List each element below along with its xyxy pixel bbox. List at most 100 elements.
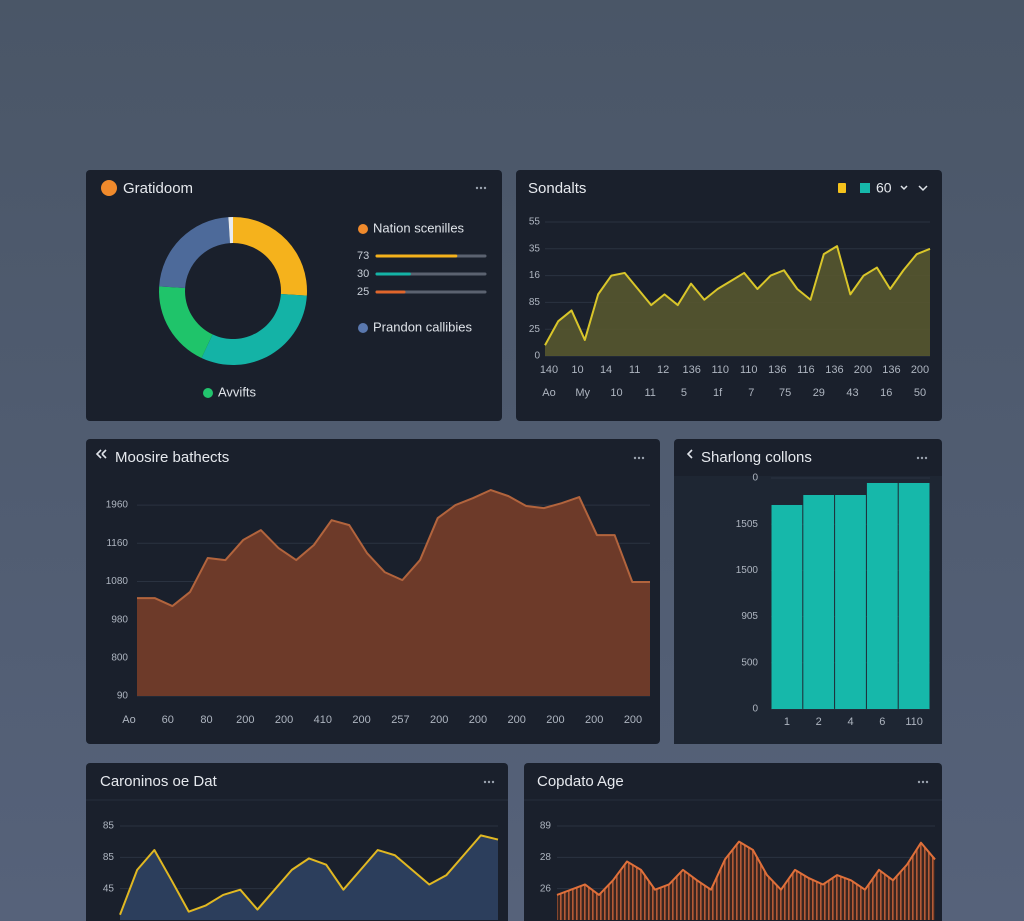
x-tick-label: 60	[162, 714, 174, 726]
x-tick-label: Ao	[542, 387, 555, 399]
y-tick-label: 905	[741, 611, 758, 622]
menu-icons[interactable]	[475, 186, 929, 784]
panel-title: Caroninos oe Dat	[100, 773, 218, 790]
x-tick-label: 136	[683, 364, 701, 376]
x-tick-label: 136	[825, 364, 843, 376]
line	[119, 834, 499, 916]
y-tick-label: 90	[117, 691, 129, 702]
x-tick-label: 200	[624, 714, 642, 726]
y-tick-label: 0	[534, 351, 540, 362]
y-tick-label: 55	[529, 217, 541, 228]
x-tick-label: 50	[914, 387, 926, 399]
x-tick-label: 200	[854, 364, 872, 376]
panel-title: Copdato Age	[537, 773, 624, 790]
bar	[898, 482, 930, 709]
x-tick-label: 257	[391, 714, 409, 726]
y-tick-label: 45	[103, 883, 115, 894]
back-icon[interactable]	[95, 449, 102, 459]
x-tick-label: 2	[816, 716, 822, 728]
y-tick-label: 1505	[736, 519, 759, 530]
x-tick-label: 110	[740, 364, 758, 376]
x-tick-label: 110	[711, 364, 729, 376]
area	[545, 246, 930, 356]
x-tick-label: 6	[879, 716, 885, 728]
x-tick-label: 5	[681, 387, 687, 399]
donut-segment	[233, 217, 307, 296]
progress-label: 25	[357, 286, 369, 298]
y-tick-label: 25	[529, 324, 541, 335]
y-tick-label: 35	[529, 243, 541, 254]
bar	[803, 495, 835, 709]
x-tick-label: 75	[779, 387, 791, 399]
y-tick-label: 26	[540, 883, 552, 894]
donut-segment	[228, 217, 233, 244]
y-tick-label: 1960	[106, 500, 129, 511]
y-tick-label: 1080	[106, 576, 129, 587]
x-tick-label: My	[575, 387, 590, 399]
y-tick-label: 0	[752, 473, 758, 484]
line	[137, 489, 650, 608]
y-tick-label: 0	[752, 704, 758, 715]
x-tick-label: 1	[784, 716, 790, 728]
x-tick-label: 200	[585, 714, 603, 726]
x-tick-label: 29	[813, 387, 825, 399]
legend-swatch[interactable]	[860, 183, 870, 193]
y-tick-label: 1500	[736, 565, 759, 576]
line	[556, 840, 936, 896]
x-tick-label: Ao	[122, 714, 135, 726]
x-tick-label: 7	[748, 387, 754, 399]
back-icon[interactable]	[686, 449, 693, 459]
panel-title: Sharlong collons	[701, 449, 812, 466]
legend-dot	[358, 224, 368, 234]
collapse-icon[interactable]	[918, 185, 928, 192]
alert-icon[interactable]	[838, 183, 846, 193]
progress-label: 30	[357, 268, 369, 280]
area	[120, 835, 498, 920]
y-tick-label: 85	[103, 821, 115, 832]
donut-segment	[159, 217, 230, 288]
y-tick-label: 16	[529, 270, 541, 281]
line	[544, 245, 931, 346]
bar	[866, 482, 898, 709]
bar	[835, 495, 866, 709]
x-tick-label: 136	[768, 364, 786, 376]
x-tick-label: 11	[644, 387, 655, 399]
x-tick-label: 116	[797, 364, 815, 376]
y-tick-label: 500	[741, 657, 758, 668]
donut-segment	[159, 286, 213, 358]
x-tick-label: 200	[352, 714, 370, 726]
x-tick-label: 12	[657, 364, 669, 376]
x-tick-label: 1f	[713, 387, 723, 399]
x-tick-label: 200	[508, 714, 526, 726]
x-tick-label: 200	[911, 364, 929, 376]
y-tick-label: 1160	[106, 538, 128, 549]
x-tick-label: 80	[200, 714, 212, 726]
x-tick-label: 200	[546, 714, 564, 726]
y-tick-label: 85	[529, 297, 541, 308]
x-tick-label: 10	[571, 364, 583, 376]
control-value: 60	[876, 180, 892, 196]
y-tick-label: 980	[111, 614, 128, 625]
y-tick-label: 85	[103, 852, 115, 863]
x-tick-label: 16	[880, 387, 892, 399]
x-tick-label: 10	[610, 387, 622, 399]
progress-label: 73	[357, 250, 369, 262]
legend-dot	[203, 388, 213, 398]
x-tick-label: 200	[275, 714, 293, 726]
y-tick-label: 89	[540, 821, 552, 832]
panel-title: Gratidoom	[123, 180, 193, 197]
legend-label: Avvifts	[218, 384, 257, 399]
x-tick-label: 136	[882, 364, 900, 376]
bar	[771, 504, 803, 709]
y-tick-label: 800	[111, 652, 128, 663]
x-tick-label: 4	[847, 716, 853, 728]
area	[137, 490, 650, 696]
x-tick-label: 110	[905, 716, 923, 728]
x-tick-label: 14	[600, 364, 612, 376]
back-icon[interactable]	[101, 449, 107, 459]
dropdown-caret[interactable]	[900, 185, 908, 191]
x-tick-label: 140	[540, 364, 558, 376]
x-tick-label: 410	[314, 714, 332, 726]
legend-label: Nation scenilles	[373, 220, 465, 235]
